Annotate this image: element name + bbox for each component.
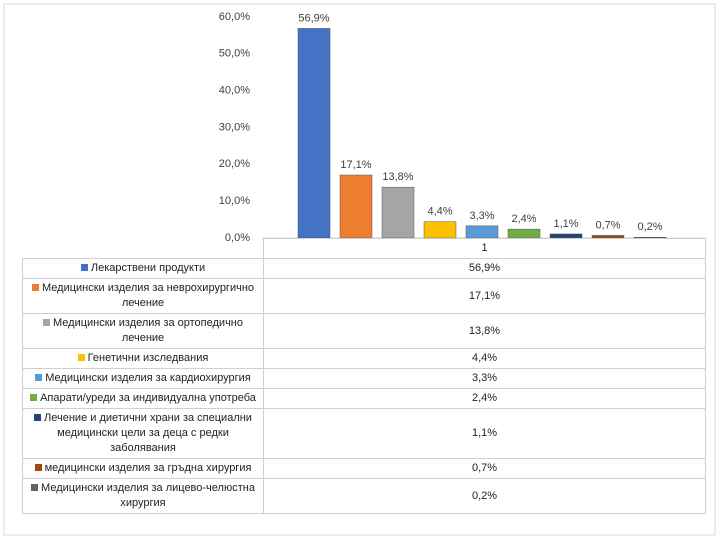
legend-swatch — [77, 353, 85, 361]
table-row: Лекарствени продукти 56,9% — [22, 257, 706, 279]
y-tick-label: 20,0% — [219, 158, 250, 170]
table-value: 1,1% — [263, 407, 706, 459]
table-value: 4,4% — [263, 347, 706, 369]
y-tick-label: 60,0% — [219, 11, 250, 23]
legend-cell: медицински изделия за гръдна хирургия — [22, 457, 264, 479]
y-tick-label: 30,0% — [219, 121, 250, 133]
legend-cell: Лечение и диетични храни за специални ме… — [22, 407, 264, 459]
data-label: 0,2% — [637, 221, 662, 233]
data-label: 3,3% — [469, 210, 494, 222]
x-tick-label: 1 — [263, 238, 706, 259]
legend-label: Апарати/уреди за индивидуална употреба — [40, 391, 256, 404]
legend-swatch — [34, 413, 42, 421]
bar — [297, 28, 331, 239]
header-row: 1 — [22, 238, 706, 259]
bar — [633, 237, 667, 239]
table-row: Медицински изделия за кардиохирургия 3,3% — [22, 367, 706, 389]
table-value: 13,8% — [263, 312, 706, 349]
data-label: 2,4% — [511, 213, 536, 225]
legend-label: Медицински изделия за ортопедично лечени… — [52, 316, 243, 344]
legend-cell: Медицински изделия за ортопедично лечени… — [22, 312, 264, 349]
table-row: Медицински изделия за неврохирургично ле… — [22, 277, 706, 314]
legend-label: Медицински изделия за неврохирургично ле… — [41, 281, 255, 309]
bar — [591, 235, 625, 239]
legend-swatch — [30, 393, 38, 401]
bar — [423, 221, 457, 239]
legend-cell: Медицински изделия за неврохирургично ле… — [22, 277, 264, 314]
legend-label: Медицински изделия за лицево-челюстна хи… — [41, 481, 255, 509]
legend-cell: Лекарствени продукти — [22, 257, 264, 279]
bar — [549, 233, 583, 239]
y-tick-label: 40,0% — [219, 85, 250, 97]
data-label: 1,1% — [553, 218, 578, 230]
table-value: 56,9% — [263, 257, 706, 279]
y-tick-label: 10,0% — [219, 195, 250, 207]
data-table: 1 Лекарствени продукти 56,9% Медицински изд… — [22, 238, 706, 514]
table-value: 0,2% — [263, 477, 706, 514]
table-row: Медицински изделия за ортопедично лечени… — [22, 312, 706, 349]
header-empty — [22, 238, 264, 259]
data-label: 4,4% — [427, 206, 452, 218]
table-value: 0,7% — [263, 457, 706, 479]
data-label: 13,8% — [382, 171, 413, 183]
bar — [465, 225, 499, 239]
bar — [339, 174, 373, 239]
table-row: Генетични изследвания 4,4% — [22, 347, 706, 369]
data-label: 17,1% — [340, 159, 371, 171]
table-value: 3,3% — [263, 367, 706, 389]
table-row: Медицински изделия за лицево-челюстна хи… — [22, 477, 706, 514]
table-row: медицински изделия за гръдна хирургия 0,7… — [22, 457, 706, 479]
data-label: 0,7% — [595, 219, 620, 231]
legend-label: Генетични изследвания — [87, 351, 209, 364]
legend-cell: Медицински изделия за лицево-челюстна хи… — [22, 477, 264, 514]
table-value: 2,4% — [263, 387, 706, 409]
legend-cell: Генетични изследвания — [22, 347, 264, 369]
legend-label: Медицински изделия за кардиохирургия — [45, 371, 251, 384]
bar — [381, 186, 415, 239]
legend-label: Лечение и диетични храни за специални ме… — [44, 411, 252, 454]
y-tick-label: 50,0% — [219, 48, 250, 60]
legend-swatch — [34, 463, 42, 471]
legend-label: Лекарствени продукти — [90, 261, 206, 274]
legend-cell: Медицински изделия за кардиохирургия — [22, 367, 264, 389]
table-body: 1 Лекарствени продукти 56,9% Медицински изд… — [22, 238, 706, 514]
legend-swatch — [35, 373, 43, 381]
legend-cell: Апарати/уреди за индивидуална употреба — [22, 387, 264, 409]
data-label: 56,9% — [298, 12, 329, 24]
table-row: Апарати/уреди за индивидуална употреба 2,… — [22, 387, 706, 409]
legend-label: медицински изделия за гръдна хирургия — [44, 461, 252, 474]
table-row: Лечение и диетични храни за специални ме… — [22, 407, 706, 459]
table-value: 17,1% — [263, 277, 706, 314]
legend-swatch — [31, 483, 39, 491]
legend-swatch — [80, 263, 88, 271]
bar — [507, 228, 541, 239]
legend-swatch — [42, 318, 50, 326]
legend-swatch — [31, 283, 39, 291]
chart-border — [3, 3, 716, 536]
